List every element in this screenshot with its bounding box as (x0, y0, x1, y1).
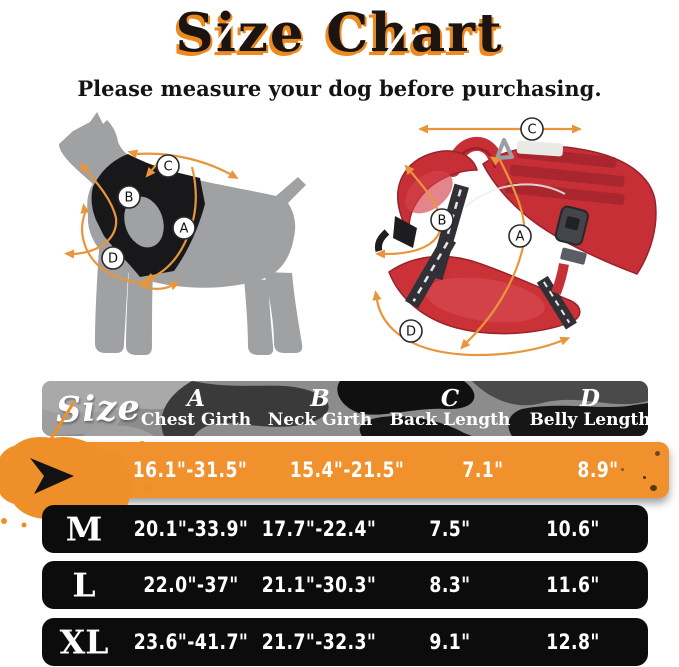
dog-badge-d: D (108, 252, 118, 267)
chest-girth-value: 22.0"-37" (143, 573, 239, 597)
table-row-size-m: M 20.1"-33.9" 17.7"-22.4" 7.5" 10.6" (42, 505, 648, 553)
neck-girth-value: 21.1"-30.3" (261, 573, 377, 597)
back-length-value: 7.5" (429, 517, 471, 541)
label-patch (516, 140, 564, 157)
harness-product-diagram: C B A D (370, 117, 657, 357)
harness-badge-b: B (438, 214, 447, 229)
column-header-back: C Back Length (389, 384, 511, 430)
harness-badge-a: A (516, 230, 525, 245)
page-title: Size Chart (175, 2, 504, 64)
back-length-value: 9.1" (429, 630, 471, 654)
belly-length-value: 10.6" (546, 517, 600, 541)
dog-measurement-diagram: C B A D (59, 112, 306, 355)
paint-speck (655, 451, 660, 456)
harness-measure-badges: C B A D (399, 117, 544, 343)
neck-girth-value: 17.7"-22.4" (261, 517, 377, 541)
chest-girth-value: 20.1"-33.9" (133, 517, 249, 541)
harness-badge-d: D (406, 325, 416, 340)
buckles (551, 205, 589, 295)
dog-measure-badges: C B A D (101, 154, 196, 270)
back-length-value: 8.3" (429, 573, 471, 597)
reflective-webbing (405, 183, 577, 330)
dog-badge-b: B (125, 191, 134, 206)
belly-length-value: 12.8" (546, 630, 600, 654)
column-header-chest: A Chest Girth (140, 384, 252, 430)
size-label: L (72, 565, 96, 605)
red-harness (374, 136, 657, 335)
neck-girth-value: 15.4"-21.5" (289, 458, 405, 482)
harness-shoulder-gap (124, 196, 164, 248)
column-header-neck: B Neck Girth (267, 384, 373, 430)
size-label: M (65, 509, 103, 549)
dog-badge-c: C (163, 160, 172, 175)
pointer-arrow-icon (30, 458, 74, 494)
metal-ring (495, 138, 514, 160)
chest-girth-value: 23.6"-41.7" (133, 630, 249, 654)
subtitle: Please measure your dog before purchasin… (77, 76, 602, 101)
neck-girth-value: 21.7"-32.3" (261, 630, 377, 654)
table-row-size-s: S 16.1"-31.5" 15.4"-21.5" 7.1" 8.9" (55, 442, 669, 498)
belly-length-value: 11.6" (546, 573, 600, 597)
size-label: XL (59, 622, 109, 662)
paint-speck (650, 485, 657, 491)
measure-arrows (73, 152, 231, 290)
table-row-size-l: L 22.0"-37" 21.1"-30.3" 8.3" 11.6" (42, 561, 648, 609)
belly-length-value: 8.9" (577, 458, 619, 482)
paint-speck (643, 476, 646, 479)
chest-girth-value: 16.1"-31.5" (132, 458, 248, 482)
dog-badge-a: A (180, 222, 189, 237)
back-length-value: 7.1" (462, 458, 504, 482)
table-row-size-xl: XL 23.6"-41.7" 21.7"-32.3" 9.1" 12.8" (42, 618, 648, 666)
column-header-belly: D Belly Length (529, 384, 648, 430)
paint-speck (621, 468, 624, 471)
harness-badge-c: C (527, 123, 536, 138)
